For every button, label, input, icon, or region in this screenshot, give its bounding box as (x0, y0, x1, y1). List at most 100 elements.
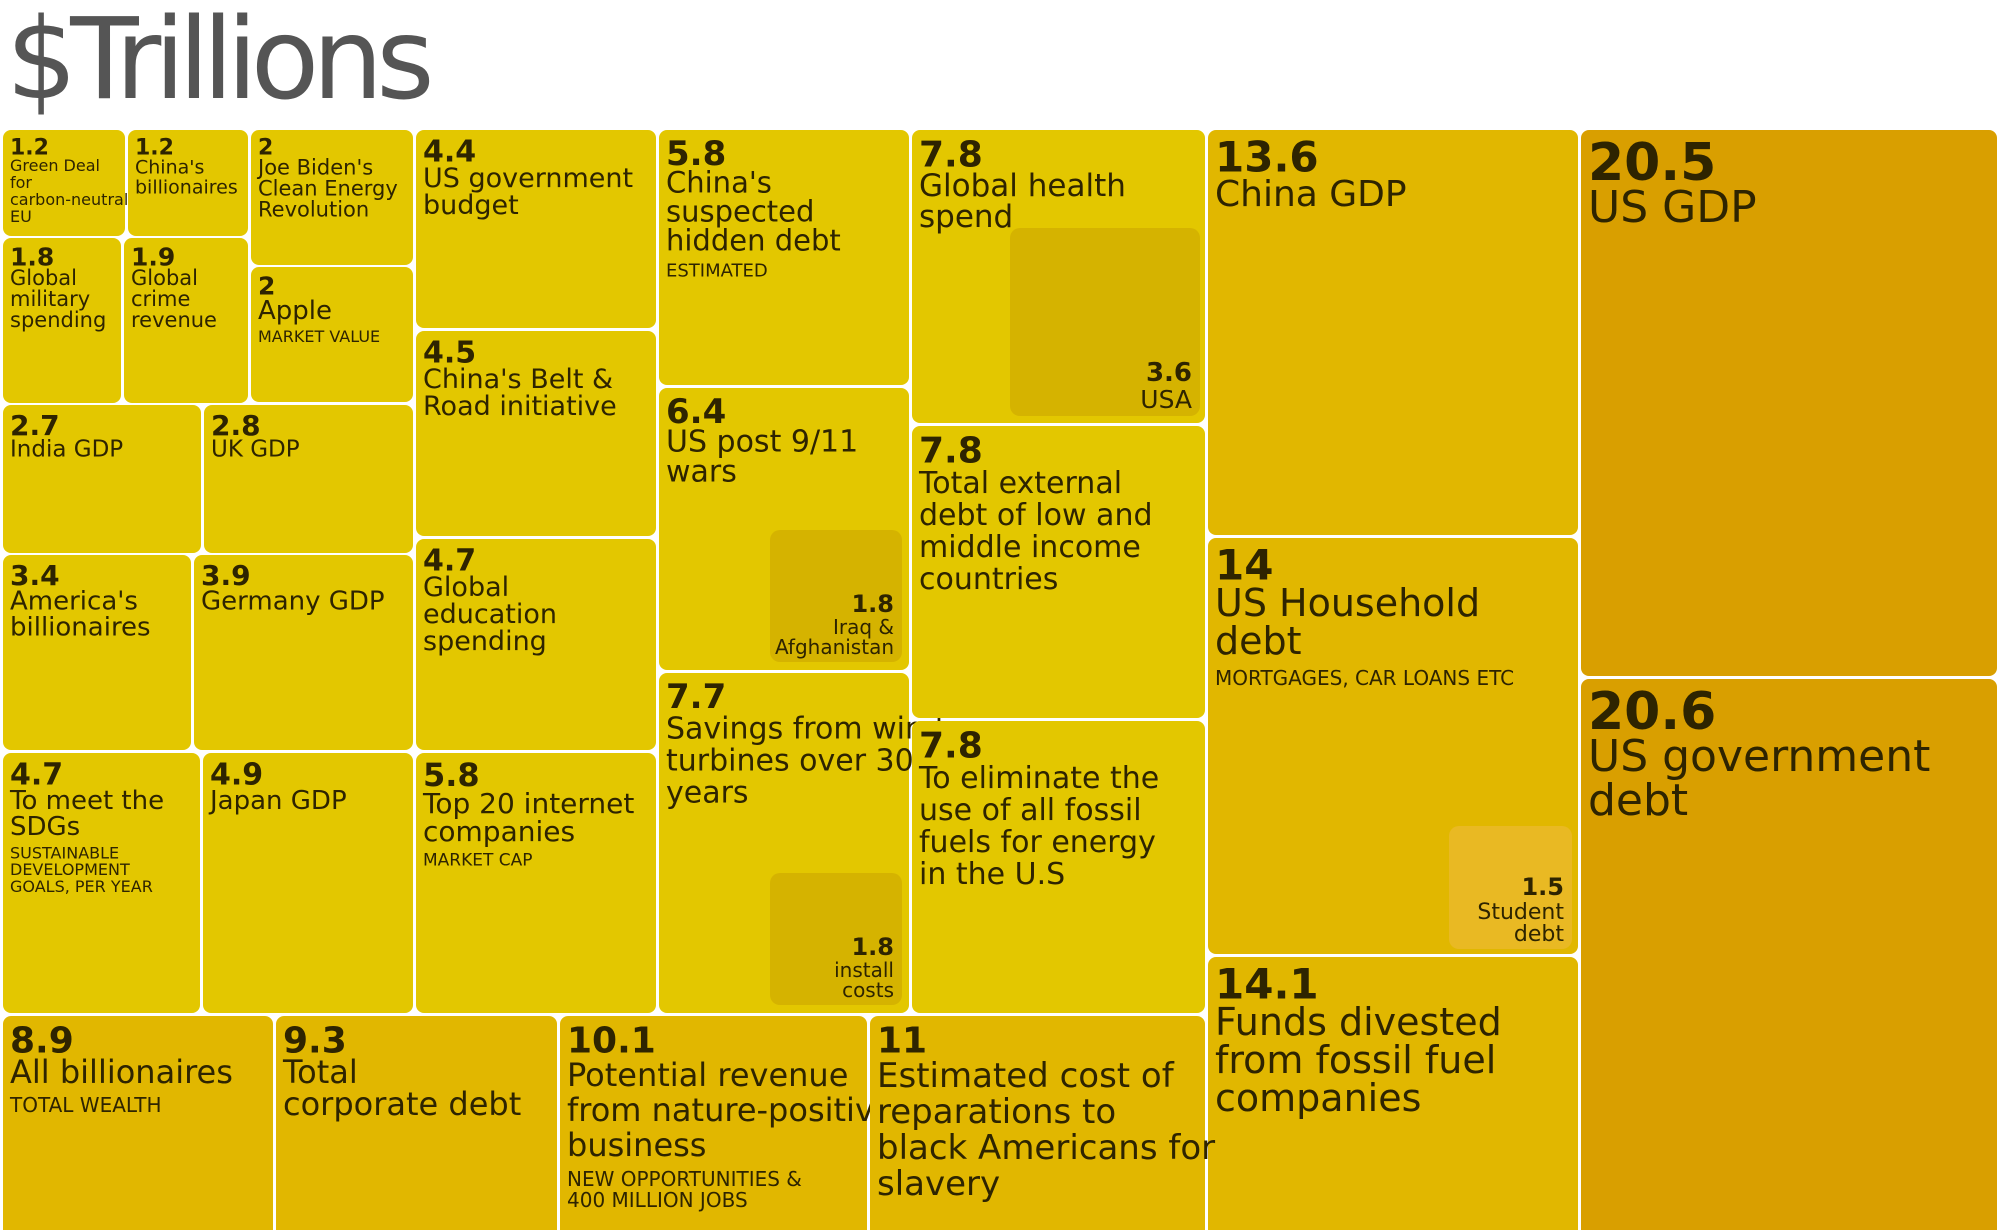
tile-rect (416, 753, 656, 1013)
tile-subtitle: MARKET VALUE (258, 327, 380, 346)
tile-rect (251, 130, 413, 265)
tile-label: crime (131, 287, 190, 311)
tile-label: Japan GDP (208, 786, 347, 816)
tile-label: Green Deal (10, 156, 100, 175)
inner-tile-value: 1.5 (1521, 873, 1564, 901)
inner-tile-rect (770, 530, 902, 662)
tile-label: Total external (918, 466, 1122, 501)
tile-label: To eliminate the (918, 761, 1159, 796)
tile-rect (1581, 679, 1997, 1230)
tile-label: companies (423, 815, 575, 848)
tile-rect (3, 130, 125, 236)
tile-value: 3.4 (10, 559, 60, 592)
tile-rect (3, 238, 121, 403)
tile-rect (416, 130, 656, 328)
tile-rect (912, 721, 1205, 1013)
tile-value: 5.8 (423, 756, 480, 794)
tile-value: 2 (258, 271, 275, 300)
tile-label: America's (10, 587, 138, 617)
tile-value: 7.8 (919, 726, 983, 767)
tile-rect (416, 539, 656, 750)
tile-rect (128, 130, 248, 236)
tile-value: 1.2 (135, 136, 174, 161)
tile-label: Clean Energy (258, 177, 398, 201)
tile-value: 2.7 (10, 409, 60, 442)
tile-value: 2.8 (211, 409, 261, 442)
tile-label: corporate debt (283, 1085, 521, 1123)
tile-label: in the U.S (919, 857, 1065, 892)
tile-label: Global (423, 572, 509, 603)
tile-value: 1.2 (10, 136, 49, 161)
tile-value: 7.8 (919, 135, 983, 176)
tile-label: Joe Biden's (256, 156, 373, 180)
tile-label: India GDP (10, 437, 123, 463)
tile-subtitle: 400 MILLION JOBS (567, 1188, 748, 1212)
tile-rect (659, 130, 909, 385)
tile-label: UK GDP (211, 437, 300, 463)
tile-label: debt (1215, 619, 1302, 663)
inner-tile-value: 3.6 (1146, 358, 1192, 388)
inner-tile-value: 1.8 (851, 590, 894, 618)
tile-rect (203, 753, 413, 1013)
tile-rect (1208, 130, 1578, 535)
tile-label: US government (423, 163, 633, 194)
tile-label: countries (919, 562, 1058, 597)
tile-label: Funds divested (1215, 1000, 1502, 1044)
tile-rect (1208, 957, 1578, 1230)
tile-label: US government (1588, 731, 1930, 782)
tile-subtitle: TOTAL WEALTH (9, 1093, 162, 1117)
tile-rect (251, 267, 413, 402)
tile-label: fuels for energy (919, 825, 1156, 860)
tile-value: 20.6 (1588, 682, 1716, 742)
tile-value: 7.8 (919, 431, 983, 472)
tile-rect (870, 1016, 1205, 1230)
tile-value: 1.8 (10, 242, 54, 271)
tile-label: from fossil fuel (1215, 1038, 1496, 1082)
tile-rect (276, 1016, 557, 1230)
tile-value: 20.5 (1588, 133, 1716, 193)
tile-label: turbines over 30 (666, 743, 914, 778)
tile-label: US post 9/11 (666, 424, 858, 459)
tile-label: education (423, 599, 557, 630)
tile-label: US GDP (1588, 182, 1757, 233)
tile-subtitle: DEVELOPMENT (10, 860, 130, 879)
tile-rect (204, 405, 413, 553)
tile-value: 2 (258, 136, 273, 161)
tile-label: slavery (877, 1164, 1000, 1204)
tile-subtitle: NEW OPPORTUNITIES & (567, 1167, 802, 1191)
tile-label: China's (135, 157, 204, 179)
inner-tile-label: costs (842, 978, 894, 1002)
tile-value: 4.7 (10, 758, 63, 793)
tile-value: 4.9 (210, 758, 263, 793)
tile-label: spending (423, 626, 547, 657)
tile-label: China GDP (1215, 174, 1407, 215)
inner-tile-label: debt (1514, 922, 1564, 947)
tile-label: middle income (919, 530, 1141, 565)
inner-tile-label: Afghanistan (775, 635, 894, 659)
chart-title: $Trillions (6, 0, 435, 125)
tile-rect (560, 1016, 867, 1230)
